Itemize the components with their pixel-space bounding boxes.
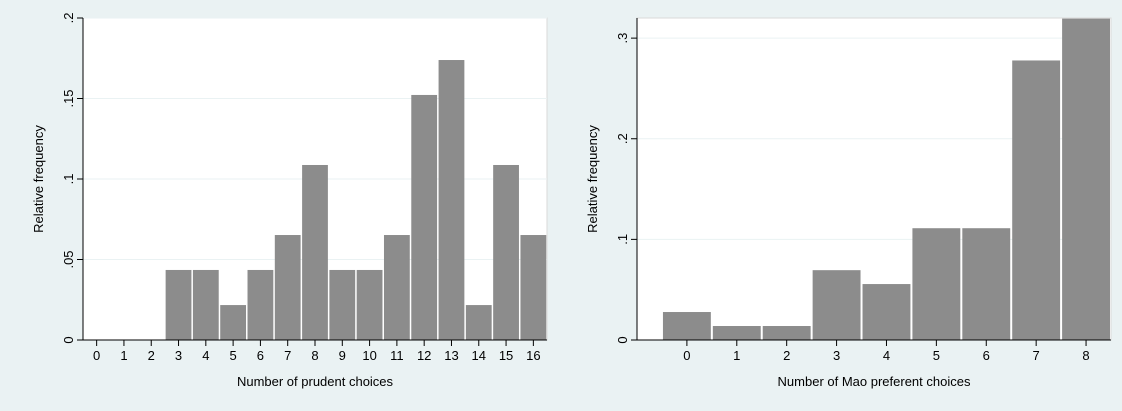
y-tick-label: 0 bbox=[61, 336, 76, 343]
bar-14 bbox=[465, 305, 492, 340]
x-tick-label: 13 bbox=[444, 348, 458, 363]
bar-7 bbox=[274, 235, 301, 340]
chart-prudent-choices: 0.05.1.15.20 1 2 3 4 5 6 7 8 9 10 11 12 13 14 15 16Numbe… bbox=[31, 13, 548, 389]
x-tick-label: 6 bbox=[257, 348, 264, 363]
bar-0 bbox=[662, 312, 711, 340]
bar-8 bbox=[302, 164, 328, 340]
chart-mao-preferent-choices: 0 .1 .2 .3 0 1 2 3 4 5 6 7 8 Number of Mao preferent … bbox=[585, 17, 1112, 389]
x-axis-title: Number of Mao preferent choices bbox=[778, 374, 971, 389]
bar-4 bbox=[192, 269, 219, 340]
x-tick-label: 7 bbox=[1033, 348, 1040, 363]
y-tick-label: .15 bbox=[61, 89, 76, 107]
x-tick-label: 14 bbox=[472, 348, 486, 363]
x-tick-label: 0 bbox=[93, 348, 100, 363]
bar-7 bbox=[1012, 60, 1061, 341]
y-tick-label: .2 bbox=[61, 13, 76, 24]
x-tick-label: 10 bbox=[362, 348, 376, 363]
bar-5 bbox=[220, 305, 247, 340]
bar-11 bbox=[383, 235, 410, 340]
x-tick-label: 8 bbox=[1082, 348, 1089, 363]
bar-3 bbox=[812, 270, 861, 340]
x-tick-label: 2 bbox=[148, 348, 155, 363]
x-tick-label: 8 bbox=[311, 348, 318, 363]
x-tick-label: 3 bbox=[175, 348, 182, 363]
histogram-mao-preferent-choices: 0 .1 .2 .3 0 1 2 3 4 5 6 7 8 Number of Mao preferent … bbox=[570, 6, 1116, 402]
x-tick-label: 4 bbox=[883, 348, 890, 363]
x-tick-label: 11 bbox=[390, 348, 404, 363]
histogram-prudent-choices: 0.05.1.15.2 0 1 2 3 4 5 6 7 8 9 10 11 12 13 14 15 16 Numbe… bbox=[8, 6, 554, 402]
x-tick-label: 1 bbox=[733, 348, 740, 363]
bar-2 bbox=[762, 326, 811, 340]
x-tick-label: 5 bbox=[230, 348, 237, 363]
x-tick-label: 15 bbox=[499, 348, 513, 363]
x-tick-label: 4 bbox=[202, 348, 209, 363]
bar-16 bbox=[520, 235, 547, 340]
y-tick-label: .05 bbox=[61, 250, 76, 268]
bar-5 bbox=[912, 228, 961, 340]
y-tick-label: .2 bbox=[615, 133, 630, 144]
bar-3 bbox=[165, 269, 192, 340]
bar-6 bbox=[962, 228, 1011, 340]
bar-10 bbox=[356, 269, 383, 340]
x-tick-label: 1 bbox=[120, 348, 127, 363]
bar-4 bbox=[862, 284, 911, 340]
y-tick-label: .3 bbox=[615, 33, 630, 44]
y-axis-title: Relative frequency bbox=[31, 125, 46, 233]
x-tick-label: 16 bbox=[526, 348, 540, 363]
x-tick-label: 7 bbox=[284, 348, 291, 363]
x-tick-label: 0 bbox=[683, 348, 690, 363]
x-tick-label: 2 bbox=[783, 348, 790, 363]
x-tick-label: 6 bbox=[983, 348, 990, 363]
y-tick-label: .1 bbox=[615, 234, 630, 245]
bar-15 bbox=[493, 164, 519, 340]
x-tick-label: 3 bbox=[833, 348, 840, 363]
x-tick-label: 12 bbox=[417, 348, 431, 363]
bar-13 bbox=[438, 60, 465, 341]
bar-1 bbox=[712, 326, 761, 340]
x-axis-title: Number of prudent choices bbox=[237, 374, 394, 389]
bar-12 bbox=[411, 94, 438, 340]
x-tick-label: 9 bbox=[339, 348, 346, 363]
bar-6 bbox=[247, 269, 274, 340]
bar-9 bbox=[329, 269, 356, 340]
y-tick-label: .1 bbox=[61, 174, 76, 185]
x-tick-label: 5 bbox=[933, 348, 940, 363]
bar-8 bbox=[1062, 18, 1110, 340]
y-axis-title: Relative frequency bbox=[585, 125, 600, 233]
y-tick-label: 0 bbox=[615, 336, 630, 343]
